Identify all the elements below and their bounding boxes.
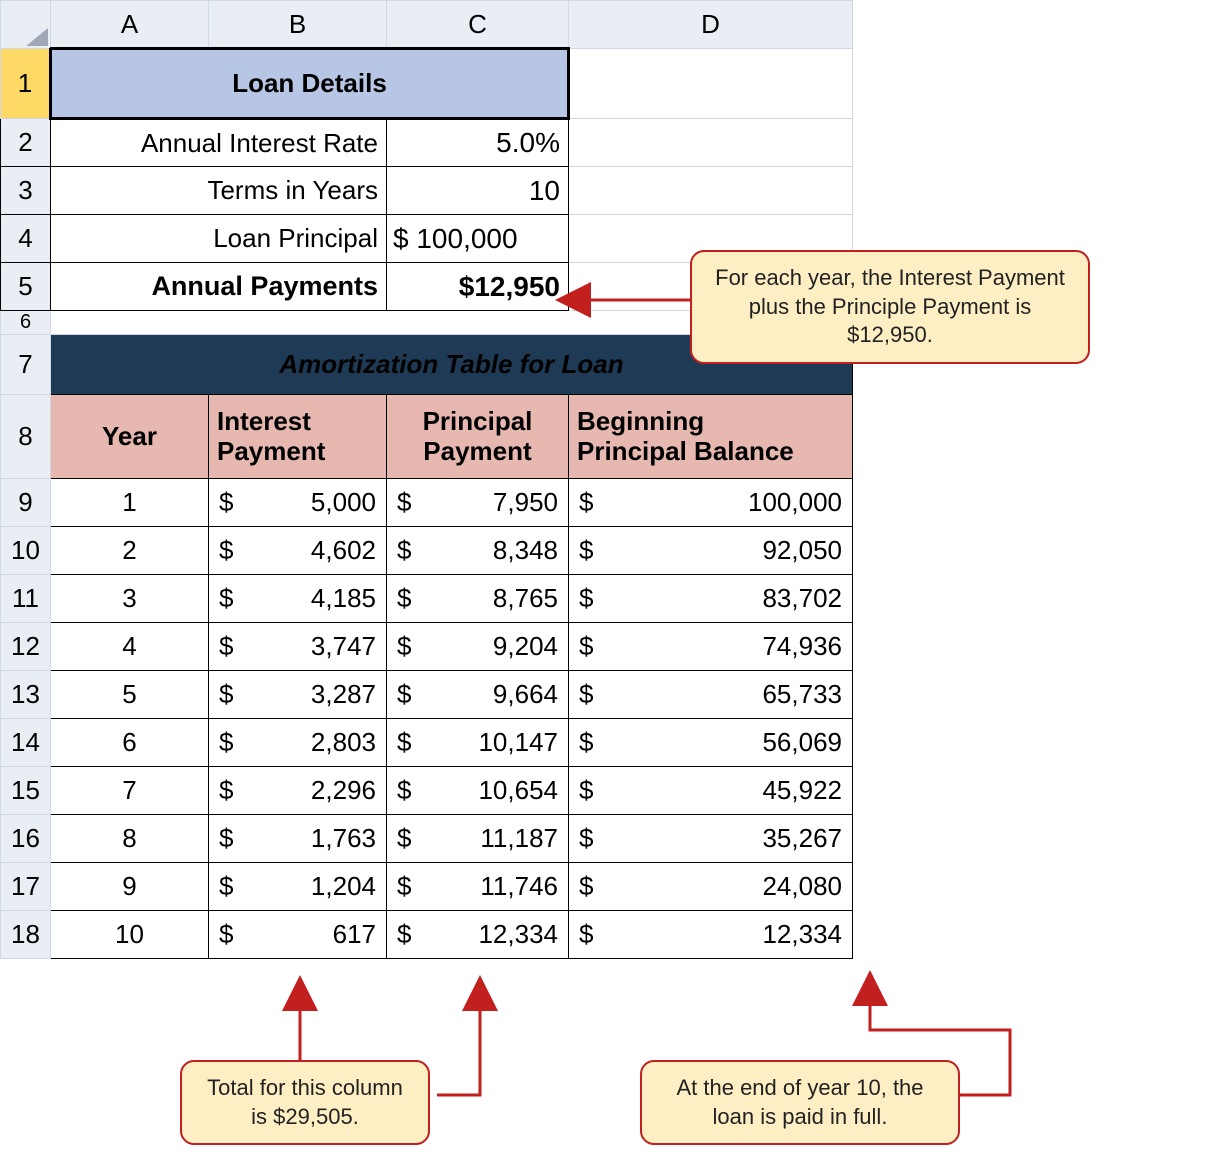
amort-interest[interactable]: $4,602 xyxy=(209,527,387,575)
amort-interest[interactable]: $1,204 xyxy=(209,863,387,911)
amort-interest[interactable]: $1,763 xyxy=(209,815,387,863)
amort-principal[interactable]: $10,147 xyxy=(387,719,569,767)
row-header-9[interactable]: 9 xyxy=(1,479,51,527)
row-header-15[interactable]: 15 xyxy=(1,767,51,815)
amort-principal[interactable]: $7,950 xyxy=(387,479,569,527)
callout-column-total: Total for this column is $29,505. xyxy=(180,1060,430,1145)
row-header-8[interactable]: 8 xyxy=(1,395,51,479)
loan-payments-label[interactable]: Annual Payments xyxy=(51,263,387,311)
row-header-4[interactable]: 4 xyxy=(1,215,51,263)
amort-balance[interactable]: $24,080 xyxy=(569,863,853,911)
amort-principal[interactable]: $8,765 xyxy=(387,575,569,623)
row-header-7[interactable]: 7 xyxy=(1,335,51,395)
callout-payment-sum: For each year, the Interest Payment plus… xyxy=(690,250,1090,364)
amort-row: 179$1,204$11,746$24,080 xyxy=(1,863,853,911)
amort-header-year[interactable]: Year xyxy=(51,395,209,479)
loan-rate-label[interactable]: Annual Interest Rate xyxy=(51,119,387,167)
row-header-1[interactable]: 1 xyxy=(1,49,51,119)
row-header-5[interactable]: 5 xyxy=(1,263,51,311)
amort-row: 157$2,296$10,654$45,922 xyxy=(1,767,853,815)
amort-principal[interactable]: $9,204 xyxy=(387,623,569,671)
amort-balance[interactable]: $92,050 xyxy=(569,527,853,575)
row-header-18[interactable]: 18 xyxy=(1,911,51,959)
amort-interest[interactable]: $4,185 xyxy=(209,575,387,623)
amort-row: 135$3,287$9,664$65,733 xyxy=(1,671,853,719)
select-all-corner[interactable] xyxy=(1,1,51,49)
amort-row: 91$5,000$7,950$100,000 xyxy=(1,479,853,527)
amort-balance[interactable]: $74,936 xyxy=(569,623,853,671)
spreadsheet-grid[interactable]: A B C D 1 Loan Details 2 Annual Interest… xyxy=(0,0,853,959)
amort-interest[interactable]: $3,747 xyxy=(209,623,387,671)
amort-interest[interactable]: $2,803 xyxy=(209,719,387,767)
amort-balance[interactable]: $65,733 xyxy=(569,671,853,719)
amort-header-interest[interactable]: InterestPayment xyxy=(209,395,387,479)
callout-paid-in-full: At the end of year 10, the loan is paid … xyxy=(640,1060,960,1145)
amort-balance[interactable]: $100,000 xyxy=(569,479,853,527)
amort-interest[interactable]: $5,000 xyxy=(209,479,387,527)
amort-year[interactable]: 5 xyxy=(51,671,209,719)
amort-header-balance[interactable]: BeginningPrincipal Balance xyxy=(569,395,853,479)
amort-year[interactable]: 3 xyxy=(51,575,209,623)
row-header-10[interactable]: 10 xyxy=(1,527,51,575)
loan-term-label[interactable]: Terms in Years xyxy=(51,167,387,215)
loan-details-title: Loan Details xyxy=(51,49,569,119)
row-header-13[interactable]: 13 xyxy=(1,671,51,719)
amort-principal[interactable]: $10,654 xyxy=(387,767,569,815)
column-header-row: A B C D xyxy=(1,1,853,49)
loan-rate-value[interactable]: 5.0% xyxy=(387,119,569,167)
amort-row: 168$1,763$11,187$35,267 xyxy=(1,815,853,863)
cell-d3[interactable] xyxy=(569,167,853,215)
amort-principal[interactable]: $11,187 xyxy=(387,815,569,863)
row-header-16[interactable]: 16 xyxy=(1,815,51,863)
row-header-3[interactable]: 3 xyxy=(1,167,51,215)
amort-row: 113$4,185$8,765$83,702 xyxy=(1,575,853,623)
col-header-c[interactable]: C xyxy=(387,1,569,49)
amort-year[interactable]: 10 xyxy=(51,911,209,959)
amort-principal[interactable]: $12,334 xyxy=(387,911,569,959)
row-header-17[interactable]: 17 xyxy=(1,863,51,911)
amort-row: 1810$617$12,334$12,334 xyxy=(1,911,853,959)
amort-year[interactable]: 7 xyxy=(51,767,209,815)
amort-year[interactable]: 2 xyxy=(51,527,209,575)
loan-principal-label[interactable]: Loan Principal xyxy=(51,215,387,263)
amort-interest[interactable]: $2,296 xyxy=(209,767,387,815)
amort-balance[interactable]: $12,334 xyxy=(569,911,853,959)
col-header-b[interactable]: B xyxy=(209,1,387,49)
col-header-d[interactable]: D xyxy=(569,1,853,49)
amort-year[interactable]: 8 xyxy=(51,815,209,863)
amort-row: 102$4,602$8,348$92,050 xyxy=(1,527,853,575)
amort-row: 124$3,747$9,204$74,936 xyxy=(1,623,853,671)
loan-payments-value[interactable]: $12,950 xyxy=(387,263,569,311)
row-header-6[interactable]: 6 xyxy=(1,311,51,335)
amort-principal[interactable]: $8,348 xyxy=(387,527,569,575)
amort-year[interactable]: 1 xyxy=(51,479,209,527)
amort-year[interactable]: 4 xyxy=(51,623,209,671)
amort-row: 146$2,803$10,147$56,069 xyxy=(1,719,853,767)
amort-principal[interactable]: $11,746 xyxy=(387,863,569,911)
amort-principal[interactable]: $9,664 xyxy=(387,671,569,719)
amort-balance[interactable]: $35,267 xyxy=(569,815,853,863)
amort-interest[interactable]: $617 xyxy=(209,911,387,959)
cell-d1[interactable] xyxy=(569,49,853,119)
loan-principal-value[interactable]: $ 100,000 xyxy=(387,215,569,263)
cell-d2[interactable] xyxy=(569,119,853,167)
amort-balance[interactable]: $56,069 xyxy=(569,719,853,767)
amort-header-principal[interactable]: PrincipalPayment xyxy=(387,395,569,479)
amort-balance[interactable]: $45,922 xyxy=(569,767,853,815)
row-header-14[interactable]: 14 xyxy=(1,719,51,767)
col-header-a[interactable]: A xyxy=(51,1,209,49)
amort-year[interactable]: 9 xyxy=(51,863,209,911)
amort-interest[interactable]: $3,287 xyxy=(209,671,387,719)
amort-balance[interactable]: $83,702 xyxy=(569,575,853,623)
loan-term-value[interactable]: 10 xyxy=(387,167,569,215)
row-header-12[interactable]: 12 xyxy=(1,623,51,671)
row-header-11[interactable]: 11 xyxy=(1,575,51,623)
amort-year[interactable]: 6 xyxy=(51,719,209,767)
row-header-2[interactable]: 2 xyxy=(1,119,51,167)
